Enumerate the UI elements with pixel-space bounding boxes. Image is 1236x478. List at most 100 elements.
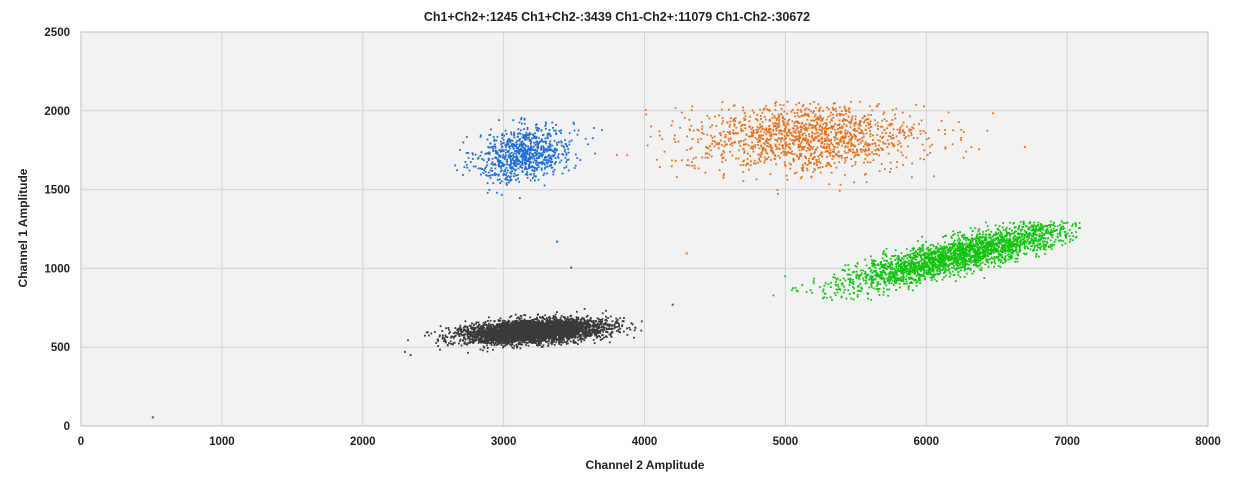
- data-point: [905, 267, 908, 270]
- data-point: [1050, 243, 1052, 246]
- data-point: [901, 124, 904, 127]
- data-point: [686, 135, 688, 138]
- data-point: [879, 273, 882, 276]
- data-point: [850, 158, 853, 160]
- data-point: [546, 134, 549, 137]
- data-point: [766, 141, 769, 144]
- data-point: [852, 298, 855, 301]
- data-point: [1008, 238, 1011, 240]
- data-point: [964, 265, 966, 268]
- data-point: [462, 174, 464, 176]
- data-point: [1036, 244, 1039, 246]
- data-point: [799, 177, 802, 180]
- data-point: [834, 294, 837, 297]
- data-point: [549, 144, 552, 147]
- data-point: [854, 151, 856, 154]
- data-point: [783, 110, 786, 113]
- data-point: [542, 158, 545, 161]
- data-point: [538, 127, 540, 130]
- data-point: [974, 259, 977, 261]
- data-point: [822, 290, 824, 293]
- data-point: [759, 108, 761, 111]
- data-point: [526, 168, 529, 171]
- data-point: [523, 161, 526, 164]
- data-point: [1033, 232, 1036, 235]
- data-point: [858, 154, 860, 157]
- data-point: [918, 273, 921, 275]
- data-point: [924, 261, 927, 264]
- data-point: [780, 107, 783, 110]
- data-point: [979, 255, 982, 258]
- data-point: [984, 252, 987, 255]
- data-point: [769, 173, 772, 175]
- data-point: [707, 156, 709, 159]
- data-point: [834, 146, 836, 148]
- data-point: [797, 143, 800, 146]
- data-point: [995, 251, 998, 253]
- data-point: [1050, 231, 1052, 234]
- data-point: [808, 133, 810, 136]
- data-point: [822, 297, 824, 300]
- data-point: [774, 143, 777, 146]
- data-point: [529, 147, 532, 149]
- data-point: [936, 266, 938, 269]
- data-point: [1016, 260, 1019, 263]
- data-point: [907, 145, 909, 148]
- data-point: [813, 277, 815, 280]
- data-point: [479, 167, 482, 170]
- data-point: [756, 114, 759, 116]
- data-point: [894, 269, 897, 272]
- data-point: [785, 143, 787, 145]
- data-point: [919, 275, 922, 278]
- data-point: [1015, 249, 1017, 251]
- data-point: [956, 263, 958, 266]
- data-point: [997, 229, 1000, 231]
- data-point: [855, 270, 858, 273]
- data-point: [518, 162, 521, 165]
- data-point: [1056, 236, 1059, 239]
- data-point: [1045, 225, 1048, 228]
- data-point: [856, 140, 859, 142]
- data-point: [844, 159, 847, 162]
- data-point: [852, 283, 855, 285]
- data-point: [1026, 239, 1029, 241]
- data-point: [843, 161, 846, 164]
- data-point: [1039, 226, 1041, 229]
- data-point: [923, 257, 926, 259]
- data-point: [823, 296, 826, 299]
- data-point: [533, 152, 536, 154]
- data-point: [707, 147, 710, 150]
- data-point: [760, 130, 762, 133]
- data-point: [959, 252, 961, 254]
- data-point: [812, 280, 815, 283]
- data-point: [517, 135, 519, 138]
- data-point: [1021, 228, 1024, 231]
- data-point: [535, 126, 537, 129]
- data-point: [952, 129, 955, 132]
- data-point: [530, 152, 533, 155]
- data-point: [988, 234, 991, 236]
- data-point: [899, 270, 902, 272]
- data-point: [1052, 227, 1055, 230]
- data-point: [762, 146, 765, 149]
- data-point: [740, 140, 742, 142]
- data-point: [480, 173, 482, 176]
- data-point: [796, 112, 798, 114]
- data-point: [720, 154, 723, 157]
- data-point: [942, 263, 944, 266]
- data-point: [783, 163, 786, 166]
- data-point: [1064, 242, 1067, 245]
- data-point: [789, 147, 792, 150]
- data-point: [941, 249, 944, 251]
- data-point: [526, 171, 529, 173]
- data-point: [980, 247, 982, 249]
- data-point: [555, 149, 558, 152]
- data-point: [978, 233, 981, 236]
- data-point: [778, 121, 781, 124]
- data-point: [721, 117, 724, 119]
- data-point: [815, 128, 818, 131]
- data-point: [903, 264, 906, 267]
- data-point: [854, 163, 857, 166]
- data-point: [715, 125, 718, 127]
- data-point: [978, 250, 981, 252]
